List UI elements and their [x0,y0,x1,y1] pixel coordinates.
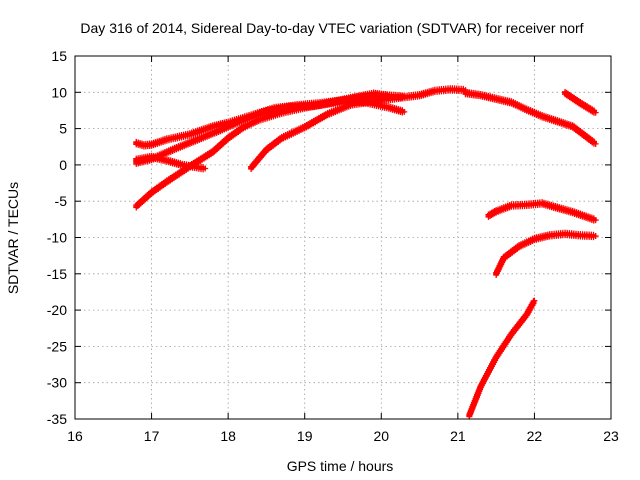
y-tick-label: 15 [51,48,67,64]
chart-title: Day 316 of 2014, Sidereal Day-to-day VTE… [80,20,583,36]
data-point [202,165,209,172]
y-tick-label: -25 [47,338,67,354]
data-point [592,217,599,224]
x-tick-label: 21 [450,428,466,444]
x-tick-label: 19 [297,428,313,444]
y-tick-label: -35 [47,411,67,427]
x-tick-label: 20 [373,428,389,444]
y-axis-label: SDTVAR / TECUs [5,182,21,294]
series-track-7 [562,88,599,116]
data-point [530,300,537,307]
y-tick-label: -15 [47,266,67,282]
x-tick-label: 18 [220,428,236,444]
x-tick-label: 22 [527,428,543,444]
data-point [592,140,599,147]
data-point [401,108,408,115]
data-point [592,233,599,240]
series-track-10 [466,297,538,420]
y-tick-label: 5 [59,121,67,137]
data-point [592,109,599,116]
grid [75,56,611,419]
x-tick-label: 17 [144,428,160,444]
series-track-4 [133,89,392,211]
y-tick-label: -30 [47,375,67,391]
y-tick-label: 0 [59,157,67,173]
series-track-6 [462,88,599,147]
series-track-8 [485,199,599,224]
y-tick-label: -10 [47,230,67,246]
y-tick-label: -20 [47,302,67,318]
x-tick-label: 16 [67,428,83,444]
data-point [531,297,538,304]
y-tick-label: -5 [55,193,68,209]
x-tick-label: 23 [603,428,619,444]
y-tick-label: 10 [51,84,67,100]
axis-ticks: 16 17 18 19 20 21 22 23 -35 -30 -25 -20 -15 -10 -5 0 5 10… [47,48,619,444]
x-axis-label: GPS time / hours [287,458,394,474]
series-track-5 [248,85,469,173]
series-track-9 [493,229,599,278]
plot-area [133,85,599,420]
